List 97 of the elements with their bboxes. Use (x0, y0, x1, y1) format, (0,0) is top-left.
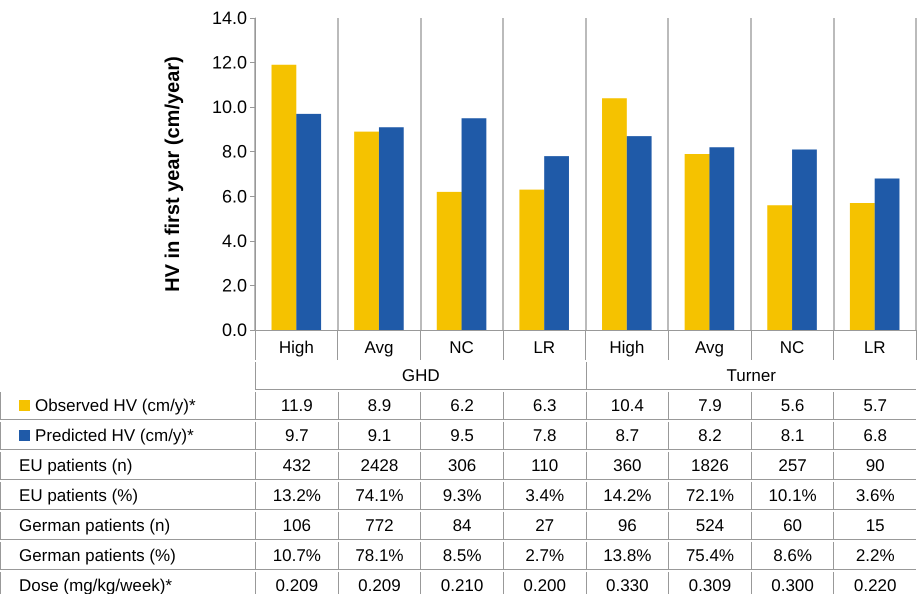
y-tick-label: 4.0 (222, 230, 247, 251)
data-label: 6.8 (833, 422, 916, 450)
data-label: 9.5 (420, 422, 503, 450)
text: 84 (420, 512, 503, 540)
text: German patients (n) (0, 512, 255, 540)
x-tick-label: NC (780, 338, 804, 357)
y-tick-label: 14.0 (212, 8, 247, 28)
y-axis-title: HV in first year (cm/year) (162, 56, 184, 292)
data-label: 8.1 (750, 422, 834, 450)
data-label: 11.9 (255, 392, 338, 420)
text: 0.200 (502, 572, 586, 594)
text: 10.7% (255, 542, 338, 570)
text: 78.1% (338, 542, 420, 570)
text: 8.6% (750, 542, 834, 570)
text: 106 (255, 512, 338, 540)
text: 1826 (668, 452, 751, 480)
x-tick-label: High (278, 338, 314, 357)
y-tick-label: 0.0 (222, 320, 247, 340)
data-label: 8.9 (338, 392, 420, 420)
bar (684, 154, 710, 330)
x-tick-label: LR (864, 338, 886, 357)
bar (296, 114, 322, 330)
text: 0.209 (255, 572, 338, 594)
text: 2428 (338, 452, 420, 480)
text: 9.3% (420, 482, 503, 510)
data-label: 5.6 (750, 392, 834, 420)
text: 2.2% (833, 542, 916, 570)
text: 257 (750, 452, 834, 480)
data-label: 6.3 (502, 392, 586, 420)
text: 524 (668, 512, 751, 540)
bar (519, 190, 544, 330)
x-tick-label: High (609, 338, 644, 357)
bar (436, 192, 462, 330)
text: 360 (586, 452, 668, 480)
bar (354, 132, 379, 330)
y-tick-label: 6.0 (222, 186, 247, 206)
text: EU patients (%) (0, 482, 255, 510)
text: 432 (255, 452, 338, 480)
bar (544, 156, 569, 330)
bar (272, 64, 296, 330)
x-tick-label: Avg (364, 338, 394, 357)
data-label: 6.2 (420, 392, 503, 420)
text: 2.7% (502, 542, 586, 570)
text: 772 (338, 512, 420, 540)
text: 60 (750, 512, 834, 540)
data-label: 9.1 (338, 422, 420, 450)
text: 0.210 (420, 572, 503, 594)
data-label: 7.8 (502, 422, 586, 450)
bar (626, 136, 652, 330)
data-label: 10.4 (586, 392, 668, 420)
bar (462, 118, 486, 330)
text: 306 (420, 452, 503, 480)
text: 8.5% (420, 542, 503, 570)
text: German patients (%) (0, 542, 255, 570)
text: EU patients (n) (0, 452, 255, 480)
text: 0.209 (338, 572, 420, 594)
y-tick-label: 8.0 (222, 142, 247, 162)
text: 0.330 (586, 572, 668, 594)
text: 13.8% (586, 542, 668, 570)
text: 0.300 (750, 572, 834, 594)
bar (792, 149, 817, 330)
text: 0.309 (668, 572, 751, 594)
data-label: 5.7 (833, 392, 916, 420)
x-tick-label: LR (533, 338, 556, 357)
y-tick-label: 10.0 (212, 97, 247, 118)
text: 90 (833, 452, 916, 480)
bar (378, 127, 404, 330)
text: 3.4% (502, 482, 586, 510)
text: 13.2% (255, 482, 338, 510)
text: 96 (586, 512, 668, 540)
data-label: 8.7 (586, 422, 668, 450)
bar (874, 178, 900, 330)
text: 14.2% (586, 482, 668, 510)
bar (767, 205, 792, 330)
legend-label: Observed HV (cm/y)* (0, 392, 255, 420)
text: 3.6% (833, 482, 916, 510)
text: 110 (502, 452, 586, 480)
y-tick-label: 12.0 (212, 52, 247, 73)
bar (709, 147, 734, 330)
text: GHD (255, 362, 586, 390)
text: 0.220 (833, 572, 916, 594)
text: 10.1% (750, 482, 834, 510)
legend-label: Predicted HV (cm/y)* (0, 422, 255, 450)
text: 27 (502, 512, 586, 540)
data-label: 7.9 (668, 392, 751, 420)
data-label: 9.7 (255, 422, 338, 450)
text: 74.1% (338, 482, 420, 510)
x-tick-label: NC (449, 338, 474, 357)
data-label: 8.2 (668, 422, 751, 450)
y-tick-label: 2.0 (222, 275, 247, 296)
text: 72.1% (668, 482, 751, 510)
text: 75.4% (668, 542, 751, 570)
bar (602, 98, 627, 330)
x-tick-label: Avg (694, 338, 724, 357)
text: Turner (586, 362, 916, 390)
text: 15 (833, 512, 916, 540)
bar (850, 202, 875, 330)
